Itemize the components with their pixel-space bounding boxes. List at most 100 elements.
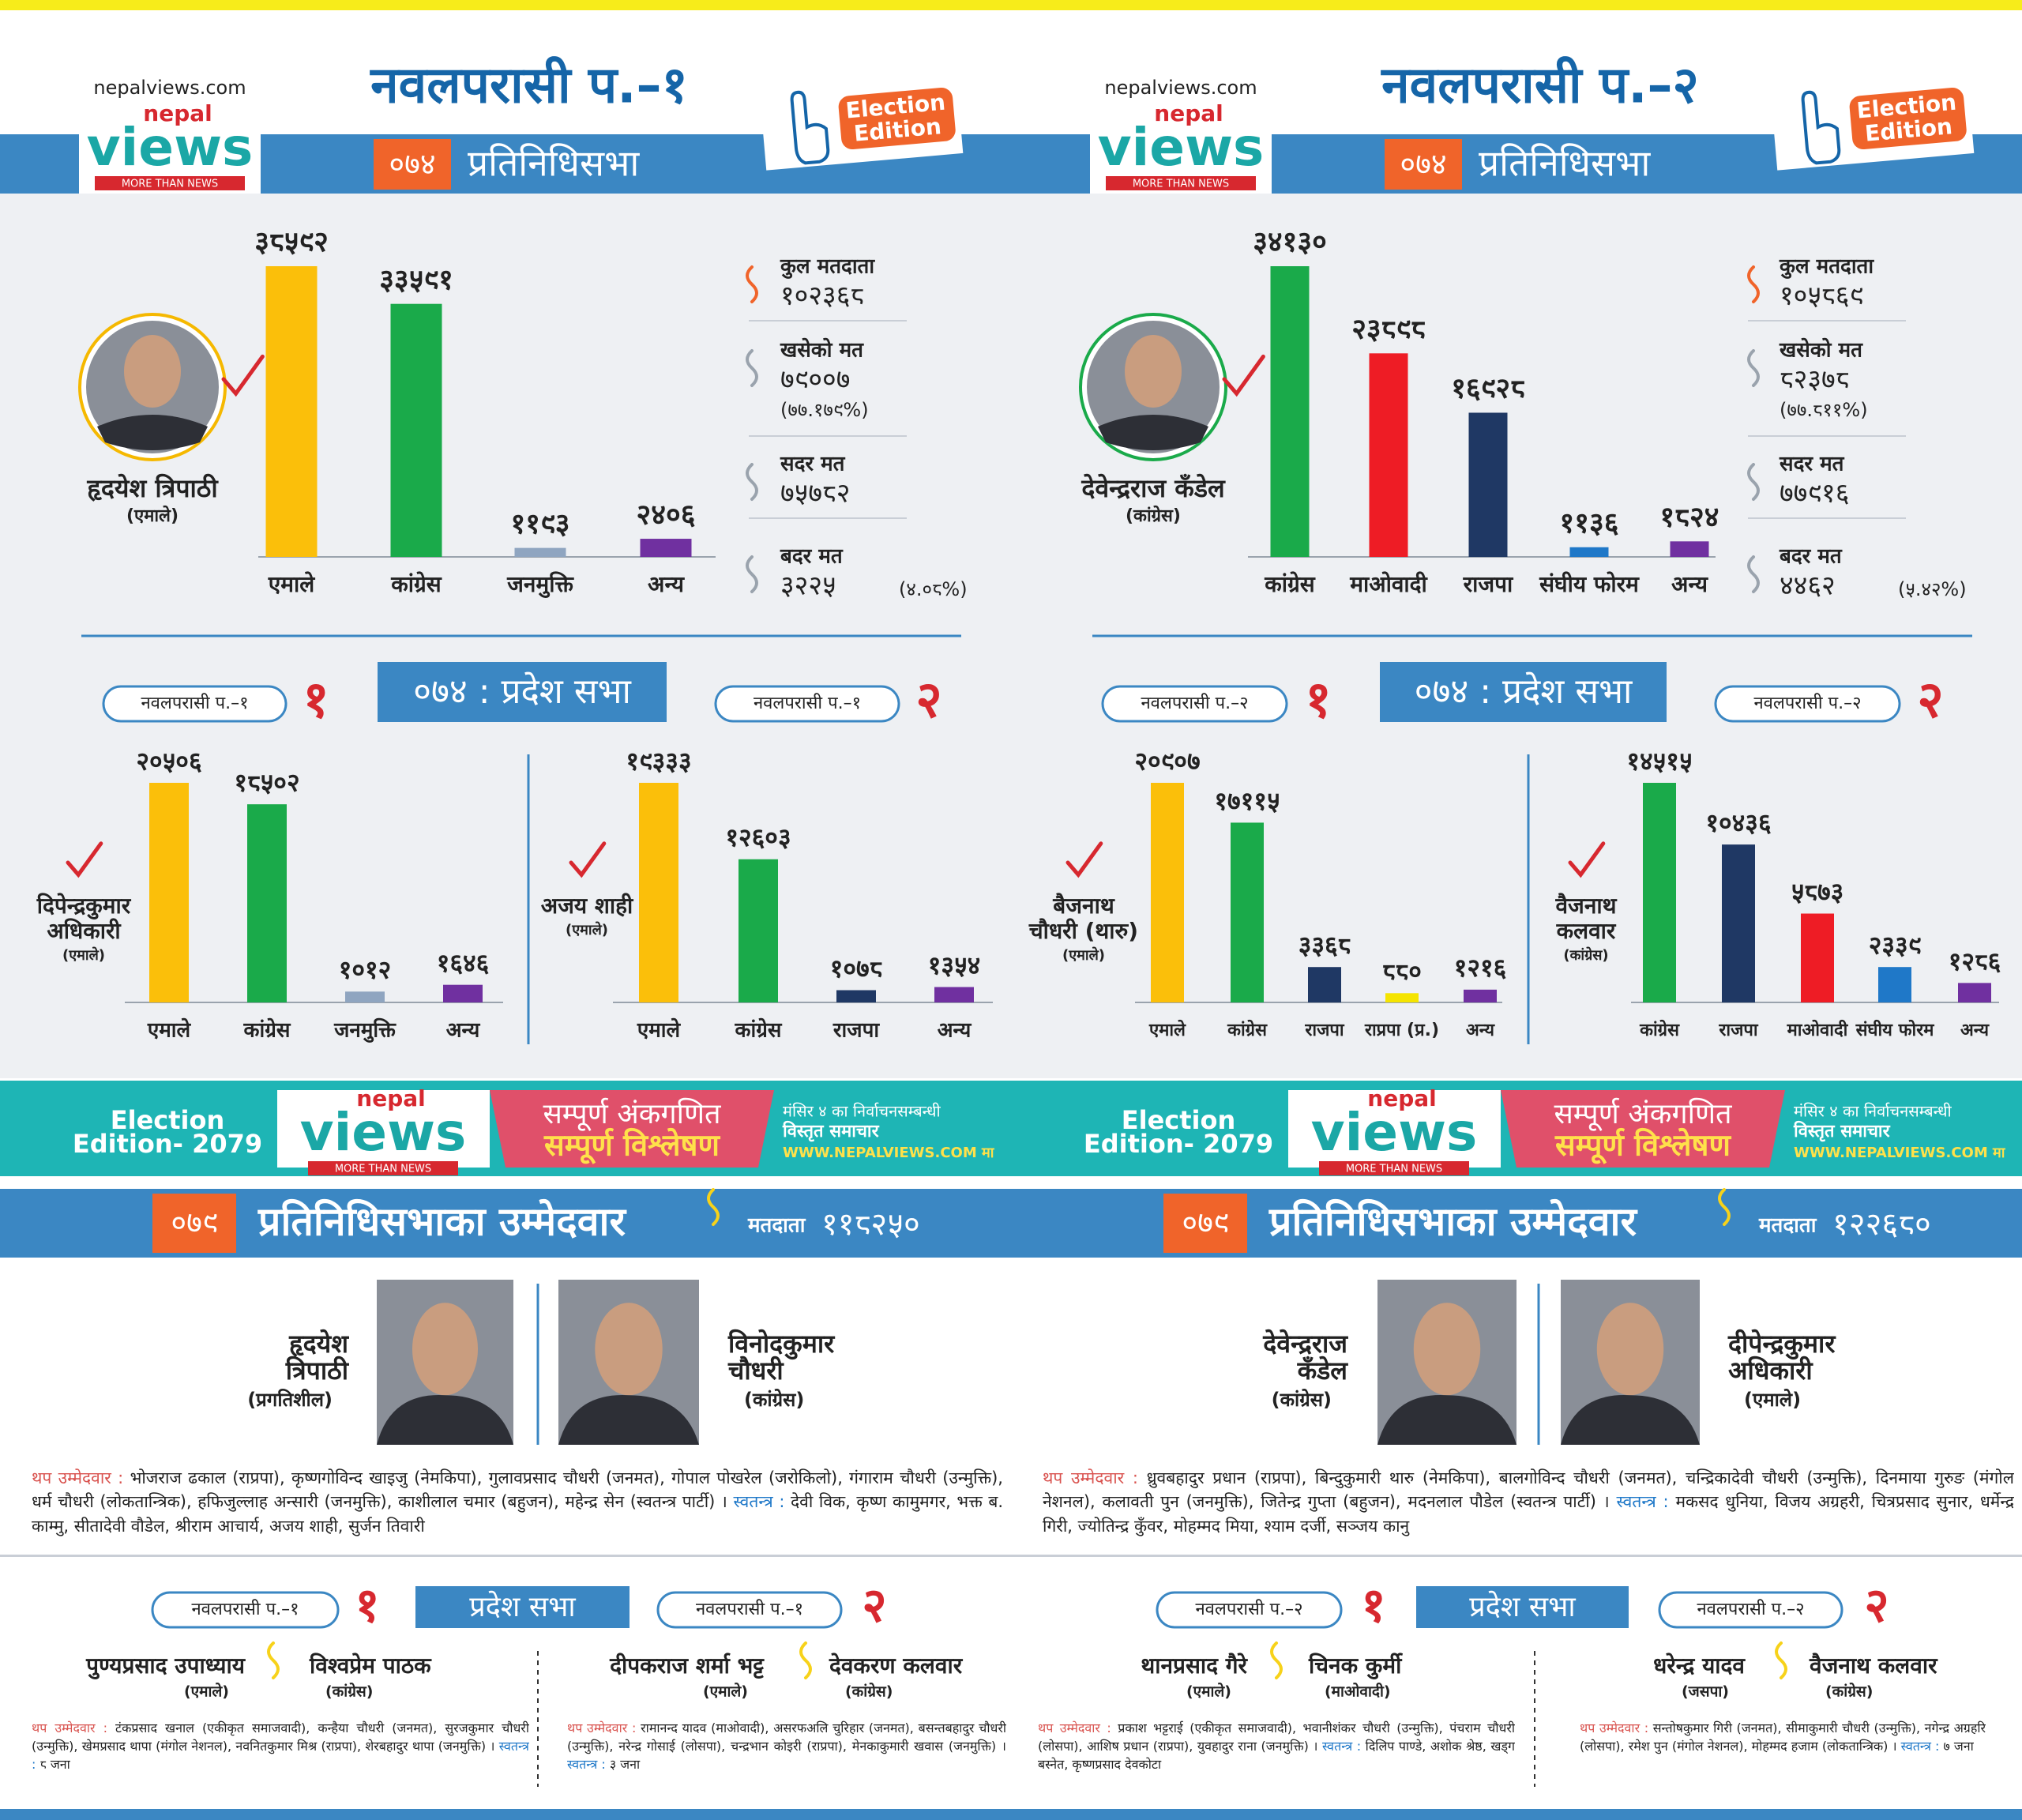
banner-info: WWW.NEPALVIEWS.COM मा xyxy=(1794,1145,2006,1161)
category-label: एमाले xyxy=(1148,1019,1186,1040)
category-label: कांग्रेस xyxy=(1639,1019,1680,1040)
logo-tagline: MORE THAN NEWS xyxy=(1346,1164,1442,1175)
category-label: एमाले xyxy=(268,571,315,597)
photo-face xyxy=(412,1303,479,1396)
category-label: कांग्रेस xyxy=(390,571,442,597)
others-text: रामानन्द यादव (माओवादी), असरफअलि चुरिहार… xyxy=(567,1720,1006,1754)
logo-tagline: MORE THAN NEWS xyxy=(335,1164,431,1175)
value-label: १८५०२ xyxy=(234,768,299,798)
value-label: १६९२८ xyxy=(1451,373,1525,405)
bar xyxy=(1722,844,1755,1002)
bar xyxy=(1308,967,1341,1002)
tag-text: नवलपरासी प.–१ xyxy=(191,1599,299,1619)
logo-top: nepal xyxy=(1367,1085,1436,1111)
stat-note: (७७.८११%) xyxy=(1780,399,1868,421)
banner-edition: Edition- 2079 xyxy=(1084,1129,1273,1159)
bar xyxy=(1643,783,1676,1002)
category-label: राजपा xyxy=(1718,1021,1759,1040)
stat-value: ७७९१६ xyxy=(1780,478,1849,510)
winner-body xyxy=(97,415,208,450)
tag-pill xyxy=(1156,1591,1343,1629)
pradesh-winner-name: बैजनाथ xyxy=(1052,893,1115,919)
value-label: ८८० xyxy=(1382,957,1422,987)
stat-value: ८२३७८ xyxy=(1780,364,1849,396)
candidate-party: (एमाले) xyxy=(1186,1683,1231,1701)
category-label: कांग्रेस xyxy=(735,1018,783,1043)
photo-body xyxy=(1561,1395,1700,1445)
candidate-name: दीपेन्द्रकुमार xyxy=(1727,1329,1836,1360)
site-name: nepalviews.com xyxy=(1104,77,1257,99)
banner-edition: Election xyxy=(111,1105,225,1135)
squiggle xyxy=(1270,1641,1283,1679)
independent-label: स्वतन्त्र : xyxy=(1900,1739,1940,1754)
bar xyxy=(1878,967,1911,1002)
category-label: अन्य xyxy=(1960,1021,1990,1040)
banner-headline: सम्पूर्ण विश्लेषण xyxy=(1554,1128,1731,1165)
independent-label: स्वतन्त्र : xyxy=(567,1757,606,1773)
value-label: १७११५ xyxy=(1214,786,1280,816)
others-label: थप उम्मेदवार : xyxy=(1043,1468,1138,1487)
separator xyxy=(0,1555,2022,1557)
category-label: एमाले xyxy=(147,1018,192,1043)
candidates-year: ०७९ xyxy=(171,1205,217,1240)
category-label: जनमुक्ति xyxy=(506,571,574,598)
voters-value: १२२६८० xyxy=(1832,1206,1931,1243)
candidates-year-box xyxy=(1163,1194,1247,1253)
bottom-strip xyxy=(0,1809,2022,1820)
text-block: थप उम्मेदवार : प्रकाश भट्टराई (एकीकृत सम… xyxy=(1038,1720,1515,1772)
district-number: २ xyxy=(915,671,941,730)
text-block: थप उम्मेदवार : ध्रुवबहादुर प्रधान (राप्र… xyxy=(1043,1468,2014,1536)
district-number: १ xyxy=(1305,671,1331,730)
logo-top: nepal xyxy=(143,100,212,126)
banner-headline-box xyxy=(1501,1090,1785,1168)
independent-label: स्वतन्त्र : xyxy=(1321,1739,1362,1754)
candidate-name: पुण्यप्रसाद उपाध्याय xyxy=(85,1653,246,1679)
candidate-party: (माओवादी) xyxy=(1325,1683,1391,1701)
category-label: अन्य xyxy=(1671,571,1709,597)
independent-text: ७ जना xyxy=(1943,1739,1974,1754)
pradesh-winner-name: अजय शाही xyxy=(541,893,634,919)
value-label: ३४१३० xyxy=(1253,226,1327,258)
tag-text: नवलपरासी प.–१ xyxy=(696,1599,803,1619)
stat-label: बदर मत xyxy=(1779,545,1843,569)
squiggle xyxy=(1747,265,1760,303)
banner-headline: सम्पूर्ण अंकगणित xyxy=(1554,1097,1733,1131)
bar xyxy=(514,547,566,557)
category-label: राजपा xyxy=(1304,1021,1345,1040)
logo-main: views xyxy=(1311,1102,1478,1163)
pradesh-winner-party: (एमाले) xyxy=(62,946,105,964)
bar xyxy=(640,539,692,557)
paragraph: थप उम्मेदवार : भोजराज ढकाल (राप्रपा), कृ… xyxy=(32,1466,1003,1538)
tag-text: नवलपरासी प.–२ xyxy=(1141,693,1248,713)
pradesh-winner-name: अधिकारी xyxy=(47,918,122,944)
pradesh-winner-party: (एमाले) xyxy=(566,921,608,938)
tag-pill xyxy=(1658,1591,1843,1629)
tag-text: नवलपरासी प.–२ xyxy=(1753,693,1861,713)
category-label: संघीय फोरम xyxy=(1855,1019,1935,1040)
winner-party: (एमाले) xyxy=(126,505,179,526)
stat-value: ७५७८२ xyxy=(780,478,850,510)
pradesh79-title: प्रदेश सभा xyxy=(469,1590,576,1623)
candidate-name: वैजनाथ कलवार xyxy=(1809,1653,1938,1679)
squiggle xyxy=(1747,463,1760,501)
candidate-name: कँडेल xyxy=(1297,1356,1349,1386)
logo-tagline: MORE THAN NEWS xyxy=(122,179,218,190)
value-label: १२१६ xyxy=(1454,953,1507,983)
others-label: थप उम्मेदवार : xyxy=(32,1720,107,1735)
bar xyxy=(443,984,483,1002)
check-mark xyxy=(569,841,607,878)
winner-name: हृदयेश त्रिपाठी xyxy=(86,473,219,503)
district-number: २ xyxy=(862,1578,886,1634)
bar xyxy=(1385,993,1419,1002)
candidate-party: (कांग्रेस) xyxy=(1272,1389,1332,1411)
candidate-party: (कांग्रेस) xyxy=(845,1683,893,1701)
others-text: सन्तोषकुमार गिरी (जनमत), सीमाकुमारी चौधर… xyxy=(1580,1720,1986,1754)
stat-value: ४४६२ xyxy=(1780,570,1836,602)
candidate-party: (कांग्रेस) xyxy=(1825,1683,1873,1701)
squiggle xyxy=(267,1641,280,1679)
stat-value: १०५८६९ xyxy=(1780,280,1863,312)
candidate-name: धरेन्द्र यादव xyxy=(1653,1653,1746,1679)
squiggle xyxy=(746,349,758,387)
